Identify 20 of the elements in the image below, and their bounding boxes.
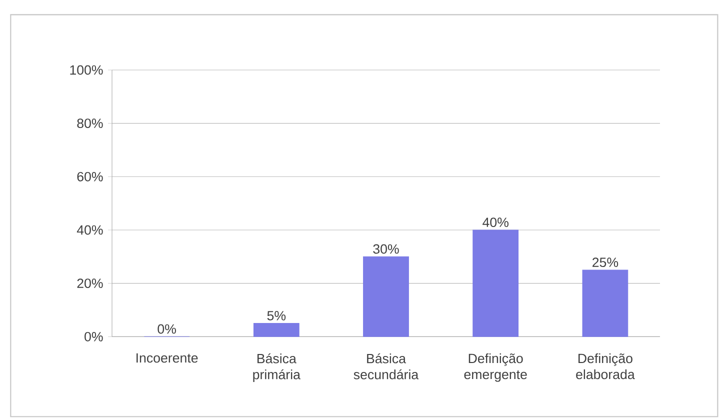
x-tick-label: Básica secundária: [354, 353, 419, 380]
bar: [253, 323, 300, 337]
data-label: 0%: [158, 324, 176, 334]
bar: [472, 230, 519, 337]
y-tick-label: 80%: [77, 118, 103, 128]
y-tick-label: 40%: [76, 225, 103, 235]
y-tick-label: 20%: [77, 278, 103, 288]
x-tick-label: Básica primária: [253, 353, 300, 382]
bar: [582, 270, 628, 337]
y-tick-label: 100%: [70, 65, 103, 75]
bar: [363, 256, 409, 337]
y-tick-label: 0%: [84, 332, 103, 342]
x-tick-label: Definição elaborada: [576, 353, 635, 380]
x-tick-label: Incoerente: [136, 353, 198, 363]
data-label: 25%: [592, 258, 618, 268]
y-tick-label: 60%: [77, 172, 103, 182]
x-tick-label: Definição emergente: [464, 353, 527, 382]
data-label: 30%: [373, 244, 399, 254]
data-label: 5%: [267, 310, 286, 320]
data-label: 40%: [482, 218, 508, 228]
